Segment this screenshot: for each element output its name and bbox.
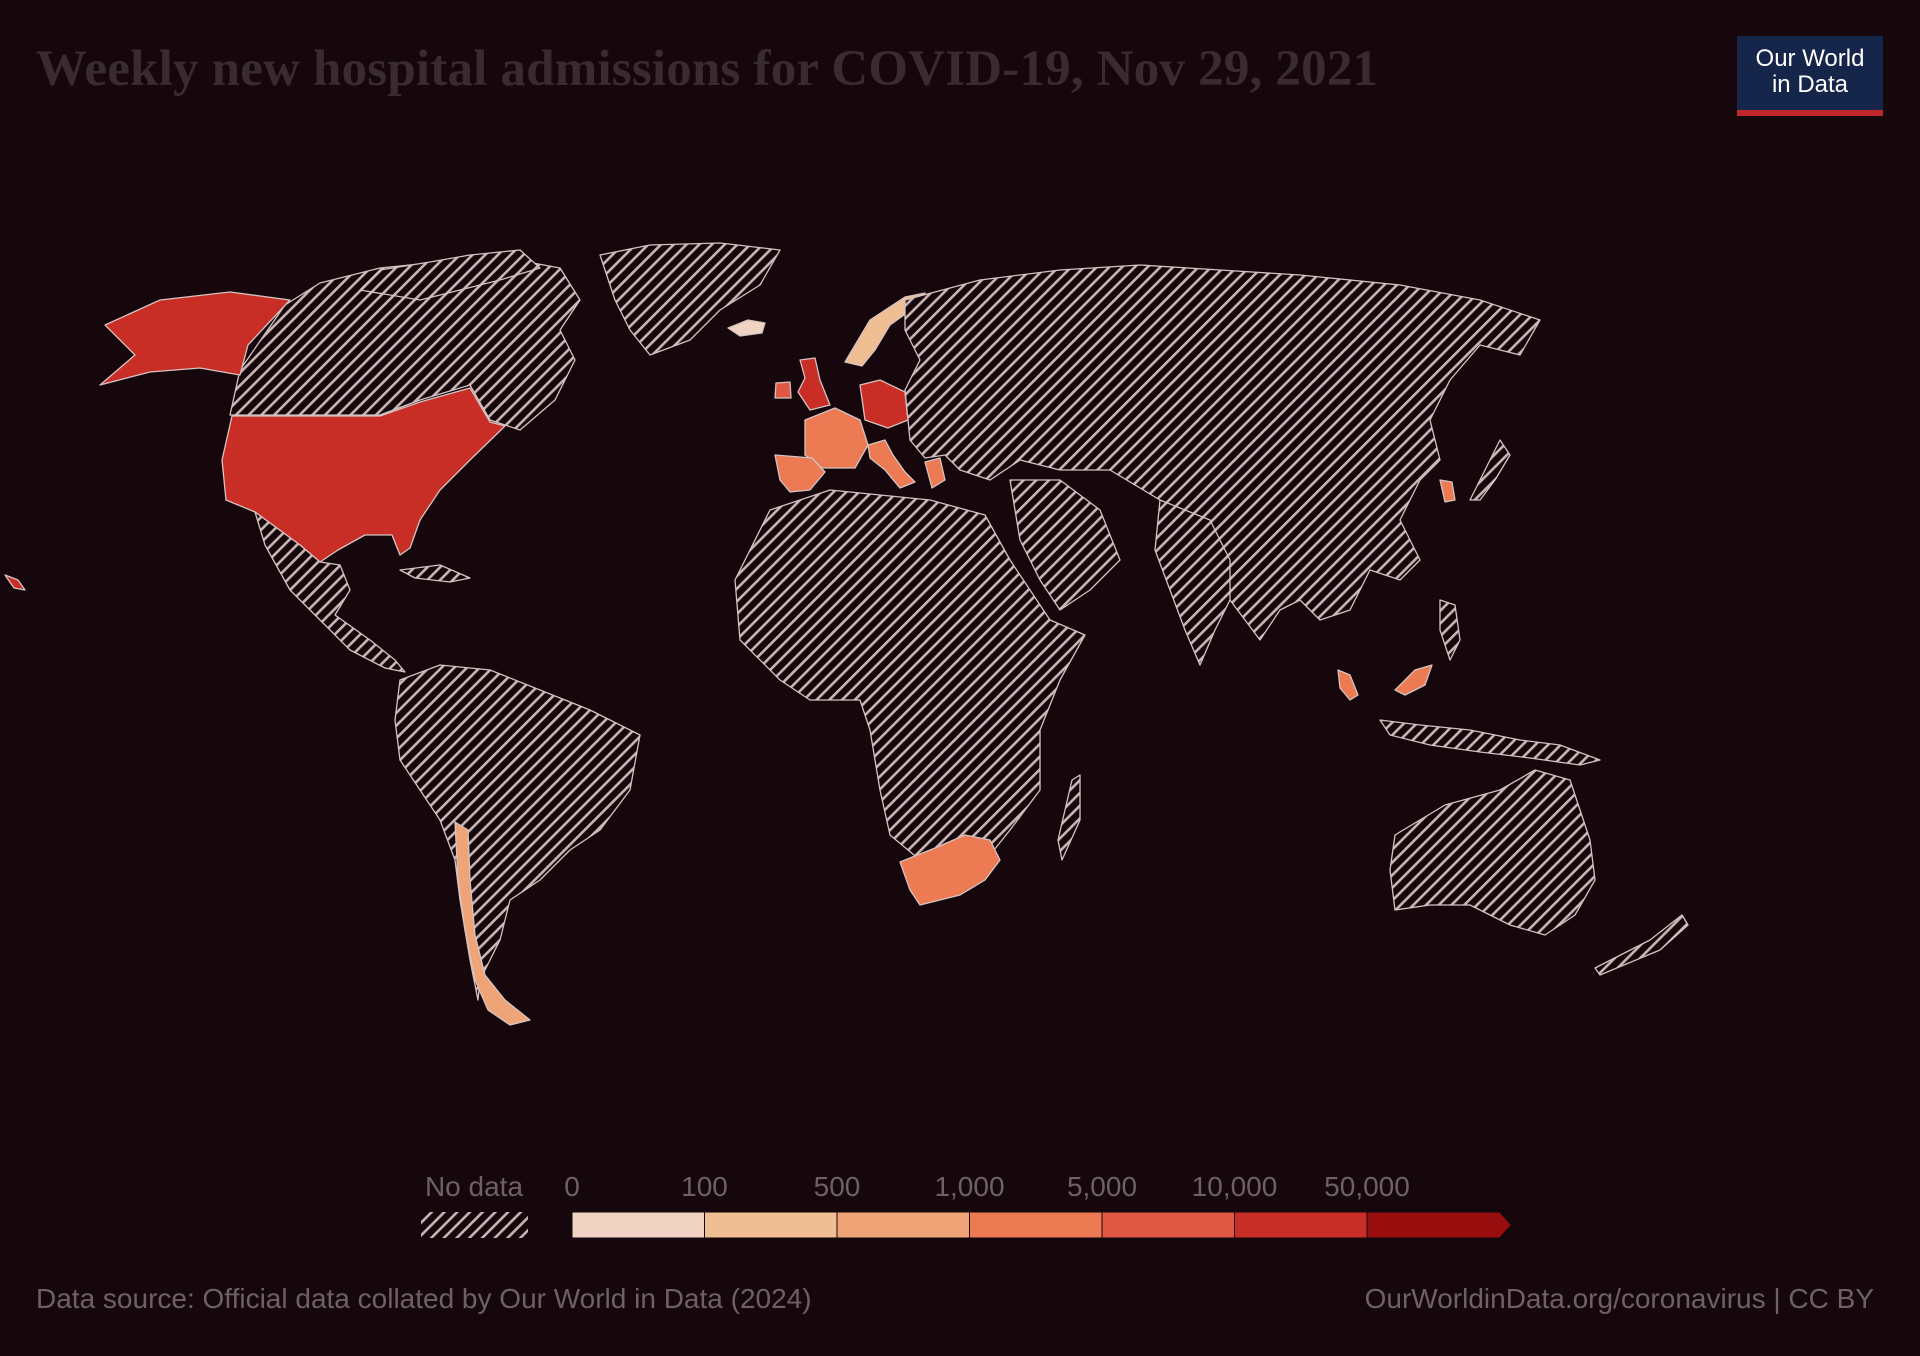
region-united-kingdom[interactable] <box>797 357 831 411</box>
region-india[interactable] <box>1154 499 1231 666</box>
region-italy[interactable] <box>867 439 916 489</box>
region-south-africa[interactable] <box>899 834 1001 906</box>
data-source: Data source: Official data collated by O… <box>36 1283 812 1314</box>
region-iceland[interactable] <box>727 319 766 337</box>
logo-line-2: in Data <box>1771 71 1849 98</box>
region-madagascar[interactable] <box>1057 774 1081 861</box>
legend-bin-label-4: 5,000 <box>1067 1171 1137 1202</box>
legend-bin-6[interactable] <box>1366 1211 1513 1239</box>
region-arctic-islands[interactable] <box>359 249 541 301</box>
logo-line-1: Our World <box>1755 45 1865 72</box>
region-arabia[interactable] <box>1009 479 1121 611</box>
legend-bin-5[interactable] <box>1234 1211 1368 1239</box>
region-ireland[interactable] <box>774 381 792 399</box>
region-eurasia[interactable] <box>904 264 1541 641</box>
region-south-america[interactable] <box>394 664 641 1001</box>
world-map <box>4 242 1689 1026</box>
region-south-korea[interactable] <box>1439 479 1456 503</box>
legend-bin-label-1: 100 <box>681 1171 728 1202</box>
owid-logo[interactable]: Our World in Data <box>1737 36 1883 116</box>
chart-title: Weekly new hospital admissions for COVID… <box>36 41 1379 97</box>
legend-bin-label-0: 0 <box>564 1171 580 1202</box>
region-malaysia-peninsula[interactable] <box>1337 669 1359 701</box>
legend-bin-2[interactable] <box>836 1211 970 1239</box>
region-australia[interactable] <box>1389 769 1596 936</box>
legend-bin-label-3: 1,000 <box>934 1171 1004 1202</box>
region-mexico[interactable] <box>254 511 406 673</box>
legend-bin-3[interactable] <box>969 1211 1103 1239</box>
region-new-zealand[interactable] <box>1594 914 1689 976</box>
region-southeast-asia[interactable] <box>1379 719 1601 766</box>
region-france[interactable] <box>804 407 869 469</box>
region-japan[interactable] <box>1469 439 1511 501</box>
region-spain[interactable] <box>774 454 826 493</box>
region-malaysia-borneo[interactable] <box>1394 664 1433 696</box>
legend-bin-label-2: 500 <box>814 1171 861 1202</box>
region-chile[interactable] <box>454 821 531 1026</box>
region-philippines[interactable] <box>1439 599 1461 661</box>
legend-bin-label-6: 50,000 <box>1324 1171 1410 1202</box>
region-germany[interactable] <box>859 379 909 429</box>
legend-bin-0[interactable] <box>571 1211 705 1239</box>
region-greece[interactable] <box>924 457 946 489</box>
region-africa[interactable] <box>734 489 1086 861</box>
legend-bin-1[interactable] <box>704 1211 838 1239</box>
legend-no-data-swatch <box>421 1212 528 1238</box>
legend-bin-label-5: 10,000 <box>1192 1171 1278 1202</box>
legend-bin-4[interactable] <box>1101 1211 1235 1239</box>
region-alaska[interactable] <box>99 291 291 386</box>
region-cuba[interactable] <box>399 564 471 583</box>
map-legend: No data 0 100 500 1,000 5,000 10,000 50,000 <box>421 1171 1513 1239</box>
source-link[interactable]: OurWorldinData.org/coronavirus | CC BY <box>1364 1283 1874 1314</box>
region-greenland[interactable] <box>599 242 781 356</box>
region-hawaii[interactable] <box>4 574 26 591</box>
legend-no-data-label: No data <box>425 1171 523 1202</box>
